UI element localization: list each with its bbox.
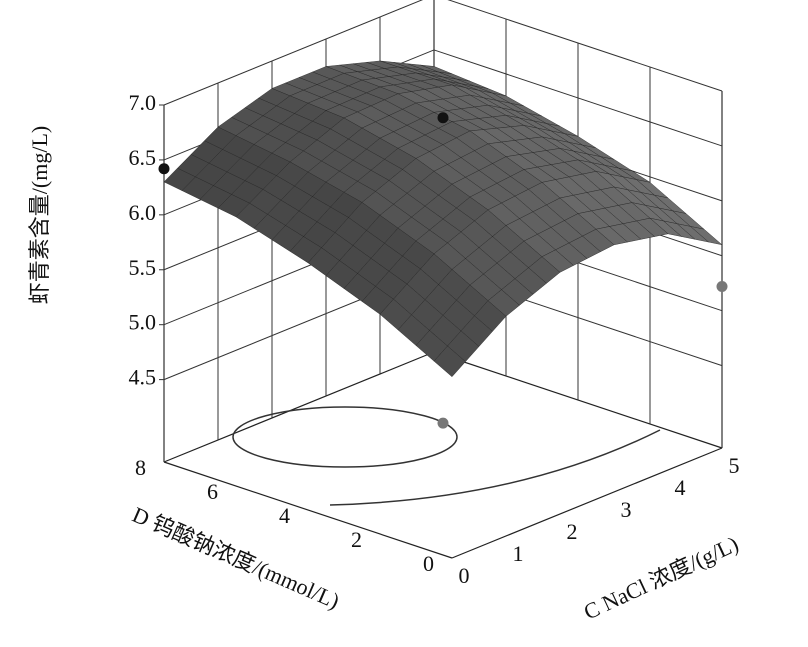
y-tick-label: 6 <box>207 479 218 504</box>
points-below <box>437 281 728 429</box>
grid-line <box>433 49 723 147</box>
z-tick-label: 6.0 <box>129 200 157 225</box>
design-point <box>437 417 449 429</box>
x-tick-label: 3 <box>621 497 632 522</box>
x-axis-label: C NaCl 浓度/(g/L) <box>580 531 742 624</box>
design-point <box>716 281 728 293</box>
y-tick-label: 2 <box>351 527 362 552</box>
y-tick-label: 0 <box>423 551 434 576</box>
floor-contour <box>329 429 661 506</box>
x-tick-label: 4 <box>675 475 686 500</box>
x-tick-label: 2 <box>567 519 578 544</box>
floor-contour <box>232 406 458 468</box>
grid-line <box>447 0 723 92</box>
x-tick-label: 1 <box>513 541 524 566</box>
y-axis-label: D 钨酸钠浓度/(mmol/L) <box>129 502 344 614</box>
design-point <box>158 163 170 175</box>
z-tick-label: 5.5 <box>129 255 157 280</box>
x-tick-label: 5 <box>729 453 740 478</box>
z-tick-label: 4.5 <box>129 365 157 390</box>
surface <box>163 60 723 378</box>
design-point <box>437 112 449 124</box>
axis-line <box>163 351 435 463</box>
y-tick-label: 8 <box>135 455 146 480</box>
z-axis-label: 虾青素含量/(mg/L) <box>27 126 52 304</box>
z-tick-label: 5.0 <box>129 310 157 335</box>
x-tick-label: 0 <box>459 563 470 588</box>
surface-patch <box>433 345 466 378</box>
axis-line <box>451 447 723 559</box>
y-tick-label: 4 <box>279 503 290 528</box>
points-above <box>158 112 449 175</box>
grid-line <box>163 0 424 106</box>
z-tick-label: 6.5 <box>129 145 157 170</box>
z-tick-label: 7.0 <box>129 90 157 115</box>
axis-line <box>163 461 453 559</box>
